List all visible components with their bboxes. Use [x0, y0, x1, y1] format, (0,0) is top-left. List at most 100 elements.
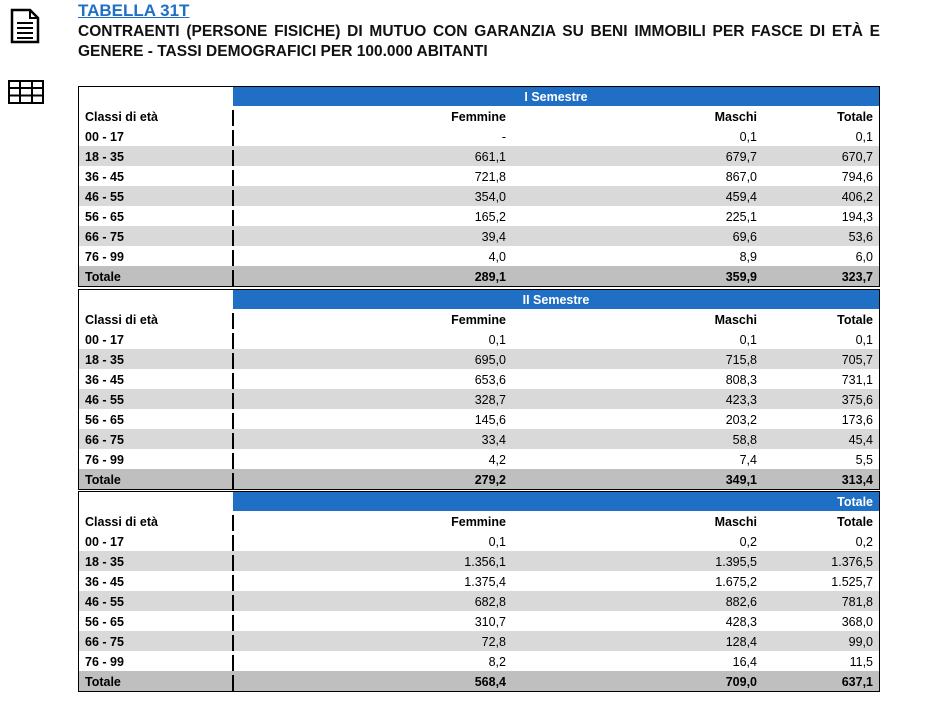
- cell: 375,6: [841, 393, 873, 407]
- cell: 1.525,7: [831, 575, 873, 589]
- cell: 7,4: [739, 453, 757, 467]
- cell: 00 - 17: [85, 130, 124, 144]
- cell: Totale: [837, 110, 873, 124]
- cell: 679,7: [725, 150, 757, 164]
- cell: 46 - 55: [85, 595, 124, 609]
- cell: 0,1: [739, 333, 757, 347]
- column-divider: [232, 393, 234, 409]
- cell: 368,0: [841, 615, 873, 629]
- cell: 36 - 45: [85, 170, 124, 184]
- cell: Maschi: [714, 515, 757, 529]
- column-divider: [232, 413, 234, 429]
- blank-cell: [79, 87, 233, 106]
- table-icon: [8, 80, 44, 104]
- cell: 45,4: [848, 433, 873, 447]
- cell: 18 - 35: [85, 353, 124, 367]
- cell: 76 - 99: [85, 250, 124, 264]
- cell: 313,4: [841, 473, 873, 487]
- column-divider: [232, 473, 234, 489]
- data-row: 76 - 99 4,2 7,4 5,5: [79, 449, 879, 469]
- cell: 8,9: [739, 250, 757, 264]
- data-row: 36 - 45 1.375,4 1.675,2 1.525,7: [79, 571, 879, 591]
- cell: 66 - 75: [85, 635, 124, 649]
- cell: 349,1: [725, 473, 757, 487]
- column-divider: [232, 433, 234, 449]
- table-section: I Semestre Classi di età Femmine Maschi Tota…: [78, 86, 880, 287]
- column-divider: [232, 313, 234, 329]
- data-row: 56 - 65 145,6 203,2 173,6: [79, 409, 879, 429]
- blank-cell: [79, 492, 233, 511]
- data-row: 00 - 17 0,1 0,1 0,1: [79, 329, 879, 349]
- section-title: II Semestre: [522, 293, 590, 307]
- cell: 705,7: [841, 353, 873, 367]
- column-divider: [232, 675, 234, 691]
- cell: 731,1: [841, 373, 873, 387]
- section-title: I Semestre: [524, 90, 588, 104]
- column-header-row: Classi di età Femmine Maschi Totale: [79, 106, 879, 126]
- cell: 00 - 17: [85, 535, 124, 549]
- data-row: 66 - 75 33,4 58,8 45,4: [79, 429, 879, 449]
- column-divider: [232, 250, 234, 266]
- data-row: 36 - 45 653,6 808,3 731,1: [79, 369, 879, 389]
- total-row: Totale 568,4 709,0 637,1: [79, 671, 879, 691]
- cell: 637,1: [841, 675, 873, 689]
- section-title: Totale: [837, 495, 873, 509]
- cell: 279,2: [474, 473, 506, 487]
- cell: 76 - 99: [85, 655, 124, 669]
- cell: 39,4: [481, 230, 506, 244]
- column-divider: [232, 515, 234, 531]
- cell: 354,0: [474, 190, 506, 204]
- cell: 0,1: [488, 333, 506, 347]
- cell: 653,6: [474, 373, 506, 387]
- cell: 69,6: [732, 230, 757, 244]
- cell: 4,2: [488, 453, 506, 467]
- cell: 66 - 75: [85, 230, 124, 244]
- cell: 16,4: [732, 655, 757, 669]
- total-row: Totale 289,1 359,9 323,7: [79, 266, 879, 286]
- column-divider: [232, 655, 234, 671]
- cell: 459,4: [725, 190, 757, 204]
- cell: 0,1: [739, 130, 757, 144]
- cell: 36 - 45: [85, 373, 124, 387]
- cell: 661,1: [474, 150, 506, 164]
- cell: 695,0: [474, 353, 506, 367]
- column-divider: [232, 453, 234, 469]
- cell: 76 - 99: [85, 453, 124, 467]
- column-divider: [232, 130, 234, 146]
- cell: 323,7: [841, 270, 873, 284]
- cell: 36 - 45: [85, 575, 124, 589]
- cell: Totale: [837, 313, 873, 327]
- section-header: II Semestre: [79, 290, 879, 309]
- cell: -: [501, 130, 506, 144]
- cell: 0,1: [855, 333, 873, 347]
- cell: 5,5: [855, 453, 873, 467]
- data-row: 36 - 45 721,8 867,0 794,6: [79, 166, 879, 186]
- document-icon: [10, 8, 40, 44]
- cell: 58,8: [732, 433, 757, 447]
- cell: 194,3: [841, 210, 873, 224]
- data-row: 18 - 35 695,0 715,8 705,7: [79, 349, 879, 369]
- column-divider: [232, 535, 234, 551]
- cell: 173,6: [841, 413, 873, 427]
- cell: Femmine: [451, 110, 506, 124]
- cell: Classi di età: [85, 110, 158, 124]
- column-divider: [232, 270, 234, 286]
- column-divider: [232, 170, 234, 186]
- cell: 406,2: [841, 190, 873, 204]
- table-section: II Semestre Classi di età Femmine Maschi Tot…: [78, 289, 880, 490]
- cell: 794,6: [841, 170, 873, 184]
- data-row: 56 - 65 165,2 225,1 194,3: [79, 206, 879, 226]
- cell: 56 - 65: [85, 615, 124, 629]
- table-id: TABELLA 31T: [78, 1, 190, 20]
- table-section: Totale Classi di età Femmine Maschi Totale 00…: [78, 491, 880, 692]
- column-header-row: Classi di età Femmine Maschi Totale: [79, 511, 879, 531]
- cell: 46 - 55: [85, 190, 124, 204]
- data-row: 46 - 55 682,8 882,6 781,8: [79, 591, 879, 611]
- column-divider: [232, 373, 234, 389]
- cell: 568,4: [474, 675, 506, 689]
- data-row: 66 - 75 39,4 69,6 53,6: [79, 226, 879, 246]
- data-row: 76 - 99 4,0 8,9 6,0: [79, 246, 879, 266]
- cell: 1.356,1: [464, 555, 506, 569]
- blank-cell: [79, 290, 233, 309]
- cell: 0,1: [855, 130, 873, 144]
